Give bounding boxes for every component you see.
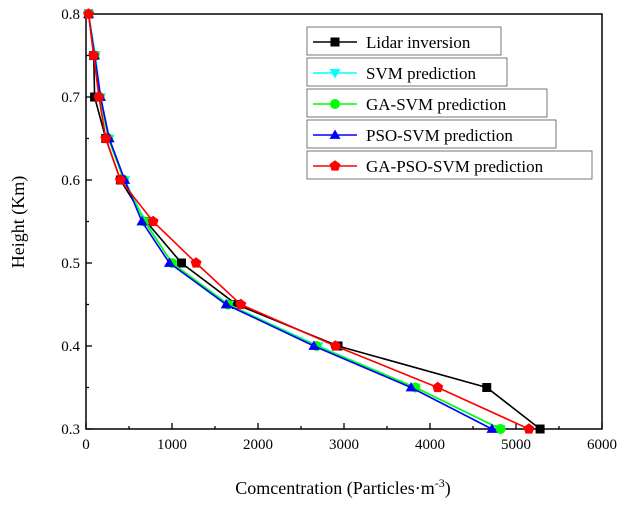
legend-label: Lidar inversion bbox=[366, 33, 471, 52]
y-tick-label: 0.8 bbox=[61, 7, 80, 23]
marker-triangle-up bbox=[486, 423, 498, 433]
x-tick-label: 4000 bbox=[415, 437, 445, 453]
marker-pentagon bbox=[235, 298, 247, 310]
marker-triangle-up bbox=[136, 216, 148, 226]
y-tick-label: 0.5 bbox=[61, 256, 80, 272]
marker-square bbox=[330, 37, 340, 47]
marker-pentagon bbox=[114, 174, 126, 185]
y-axis-label: Height (Km) bbox=[8, 176, 29, 268]
marker-triangle-up bbox=[405, 382, 417, 392]
marker-square bbox=[482, 383, 492, 392]
y-tick-label: 0.3 bbox=[61, 422, 80, 438]
marker-pentagon bbox=[432, 381, 444, 393]
legend-entry-box bbox=[306, 119, 557, 149]
series-group bbox=[83, 8, 545, 435]
legend-entry-box bbox=[306, 150, 593, 180]
marker-triangle-up bbox=[220, 299, 232, 309]
x-tick-label: 2000 bbox=[243, 437, 273, 453]
marker-pentagon bbox=[147, 215, 159, 227]
legend-label: PSO-SVM prediction bbox=[366, 126, 513, 145]
legend-entry-box bbox=[306, 88, 548, 118]
x-tick-label: 1000 bbox=[157, 437, 187, 453]
x-tick-label: 3000 bbox=[329, 437, 359, 453]
marker-pentagon bbox=[88, 49, 100, 61]
x-tick-label: 5000 bbox=[501, 437, 531, 453]
y-tick-label: 0.7 bbox=[61, 90, 80, 106]
marker-square bbox=[176, 258, 186, 268]
marker-triangle-up bbox=[329, 129, 341, 139]
marker-circle bbox=[330, 99, 340, 109]
x-axis-label: Comcentration (Particles·m-3) bbox=[235, 476, 450, 499]
y-tick-label: 0.6 bbox=[61, 173, 80, 189]
legend-label: SVM prediction bbox=[366, 64, 477, 83]
legend-entry-box bbox=[306, 57, 508, 87]
legend-label: GA-SVM prediction bbox=[366, 95, 507, 114]
marker-pentagon bbox=[329, 160, 341, 171]
series-ga-pso-svm-prediction bbox=[83, 8, 535, 434]
marker-circle bbox=[495, 424, 506, 434]
marker-square bbox=[535, 424, 545, 434]
marker-pentagon bbox=[329, 340, 341, 351]
x-tick-label: 0 bbox=[82, 437, 90, 453]
marker-pentagon bbox=[83, 8, 95, 19]
marker-pentagon bbox=[523, 423, 535, 434]
marker-triangle-up bbox=[308, 340, 320, 350]
x-tick-label: 6000 bbox=[587, 437, 617, 453]
marker-triangle-up bbox=[163, 257, 175, 267]
marker-pentagon bbox=[100, 132, 112, 144]
marker-triangle-down bbox=[329, 69, 341, 79]
y-tick-label: 0.4 bbox=[61, 339, 80, 355]
marker-pentagon bbox=[93, 91, 105, 102]
marker-pentagon bbox=[190, 257, 202, 268]
axes: 0 1000 2000 3000 4000 5000 6000 0.3 0.4 0.5 0.6 0.7… bbox=[61, 7, 617, 453]
legend-label: GA-PSO-SVM prediction bbox=[366, 157, 544, 176]
legend: Lidar inversion SVM prediction GA-SVM pred… bbox=[306, 26, 593, 180]
